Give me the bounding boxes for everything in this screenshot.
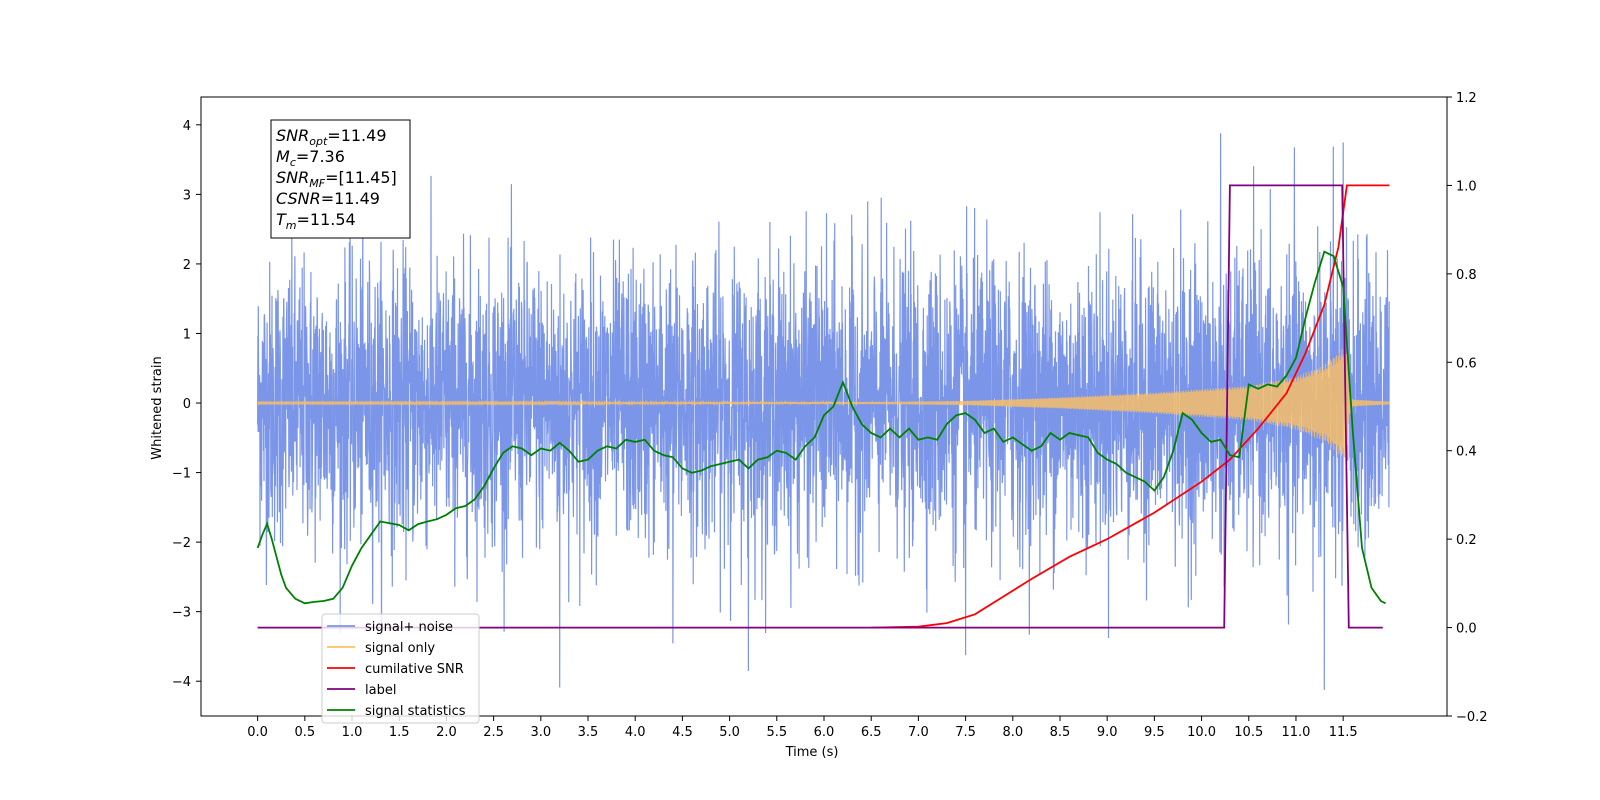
x-tick-label: 1.5 [389, 725, 410, 740]
x-axis-ticks: 0.0 0.5 1.0 1.5 2.0 2.5 3.0 3.5 4.0 4.5 5.0 5.5 6.0 6… [247, 716, 1358, 740]
series-label [257, 184, 1383, 629]
y-tick-label: 4 [183, 119, 191, 134]
x-tick-label: 11.0 [1281, 725, 1310, 740]
y-tick-label: −3 [172, 606, 191, 621]
y-tick-label: 3 [183, 188, 191, 203]
y-tick-label: −1 [172, 467, 191, 482]
info-box-frame [270, 119, 411, 239]
series-cumulative-snr [871, 184, 1390, 629]
y-tick-label: −2 [172, 536, 191, 551]
legend-frame [321, 613, 480, 724]
x-tick-label: 5.0 [719, 725, 740, 740]
y2-tick-label: 1.0 [1456, 179, 1477, 194]
x-tick-label: 10.5 [1234, 725, 1263, 740]
x-tick-label: 7.0 [908, 725, 929, 740]
y2-tick-label: 0.0 [1456, 622, 1477, 637]
y-axis-label: Whitened strain [150, 356, 165, 459]
legend-item-label: signal+ noise [365, 620, 453, 635]
x-tick-label: 11.5 [1329, 725, 1358, 740]
legend-item-label: signal only [365, 641, 435, 656]
y-tick-label: −4 [172, 675, 191, 690]
info-line: SNRMF=[11.45] [276, 168, 397, 190]
info-box: SNRopt=11.49Mc=7.36SNRMF=[11.45]CSNR=11.… [270, 119, 411, 239]
y2-tick-label: 0.2 [1456, 533, 1477, 548]
legend-item-label: cumilative SNR [365, 662, 464, 677]
y2-tick-label: 0.4 [1456, 445, 1477, 460]
x-tick-label: 2.5 [483, 725, 504, 740]
x-tick-label: 9.5 [1144, 725, 1165, 740]
y2-tick-label: 0.8 [1456, 268, 1477, 283]
x-tick-label: 9.0 [1097, 725, 1118, 740]
series-signal-statistics [256, 250, 1386, 605]
info-line: SNRopt=11.49 [276, 126, 387, 148]
x-tick-label: 6.0 [814, 725, 835, 740]
y-tick-label: 0 [183, 397, 191, 412]
y-tick-label: 2 [183, 258, 191, 273]
info-line: CSNR=11.49 [276, 189, 380, 208]
y2-tick-label: 0.6 [1456, 356, 1477, 371]
x-tick-label: 4.0 [625, 725, 646, 740]
x-tick-label: 6.5 [861, 725, 882, 740]
x-tick-label: 1.0 [342, 725, 363, 740]
x-tick-label: 10.0 [1187, 725, 1216, 740]
y2-tick-label: 1.2 [1456, 91, 1477, 106]
x-tick-label: 3.5 [578, 725, 599, 740]
y-axis-ticks: −4 −3 −2 −1 0 1 2 3 4 [172, 119, 201, 690]
y2-axis-ticks: −0.2 0.0 0.2 0.4 0.6 0.8 1.0 1.2 [1447, 91, 1488, 725]
series-layer [256, 133, 1390, 690]
x-tick-label: 8.0 [1002, 725, 1023, 740]
x-tick-label: 3.0 [530, 725, 551, 740]
x-tick-label: 7.5 [955, 725, 976, 740]
legend-item-label: signal statistics [365, 704, 466, 719]
info-line: Tm=11.54 [276, 210, 356, 232]
x-tick-label: 8.5 [1050, 725, 1071, 740]
x-tick-label: 0.5 [294, 725, 315, 740]
legend-item-label: label [365, 683, 396, 698]
y2-tick-label: −0.2 [1456, 710, 1488, 725]
series-signal-only [257, 346, 1390, 458]
series-signal-noise [257, 133, 1390, 690]
x-tick-label: 5.5 [766, 725, 787, 740]
x-axis-label: Time (s) [785, 745, 839, 760]
y-tick-label: 1 [183, 327, 191, 342]
x-tick-label: 0.0 [247, 725, 268, 740]
x-tick-label: 2.0 [436, 725, 457, 740]
legend: signal+ noise signal only cumilative SNR la… [321, 613, 480, 724]
info-line: Mc=7.36 [276, 147, 345, 169]
x-tick-label: 4.5 [672, 725, 693, 740]
